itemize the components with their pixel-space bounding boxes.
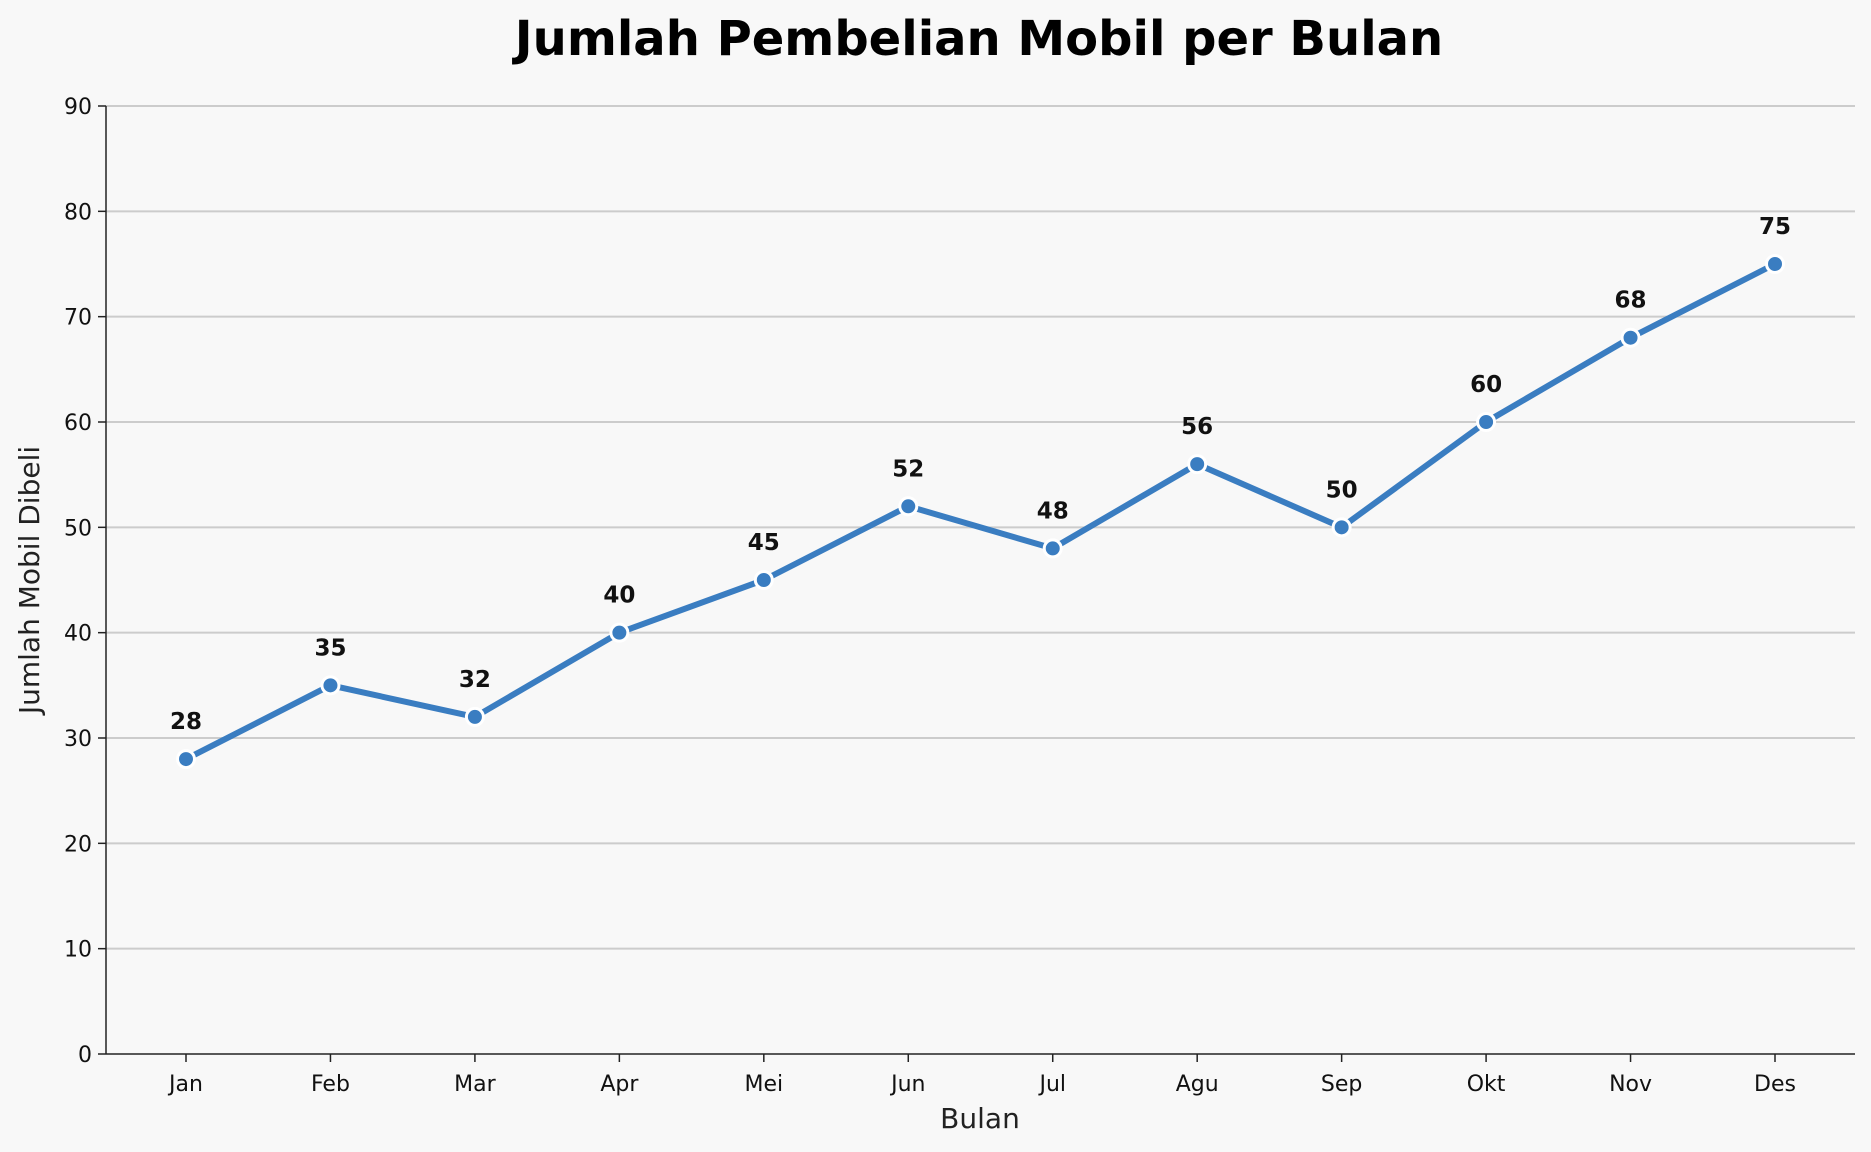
x-tick-label: Des — [1754, 1072, 1796, 1097]
data-point — [898, 496, 919, 517]
y-tick-label: 90 — [64, 95, 92, 120]
y-tick-label: 0 — [78, 1043, 92, 1068]
y-tick-label: 20 — [64, 832, 92, 857]
x-tick-label: Mar — [454, 1072, 496, 1097]
y-tick-label: 10 — [64, 938, 92, 963]
data-label: 48 — [1037, 498, 1069, 524]
data-label: 68 — [1615, 288, 1647, 314]
data-point — [1765, 254, 1785, 274]
x-tick-label: Feb — [311, 1072, 350, 1097]
y-tick-label: 30 — [64, 727, 92, 752]
data-label: 60 — [1470, 372, 1502, 398]
data-labels: 28 35 32 40 45 52 48 56 50 60 68 75 — [170, 214, 1791, 735]
data-point — [320, 675, 341, 696]
x-tick-label: Jan — [167, 1072, 203, 1097]
data-label: 40 — [603, 583, 635, 609]
x-tick-label: Apr — [600, 1072, 639, 1097]
data-point — [753, 570, 774, 590]
data-point — [1620, 327, 1641, 348]
axes — [105, 106, 1855, 1055]
data-label: 45 — [748, 530, 780, 556]
data-label: 50 — [1326, 477, 1358, 503]
data-point — [1476, 412, 1497, 432]
y-tick-label: 50 — [64, 516, 92, 541]
x-tick-label: Jul — [1037, 1072, 1066, 1097]
data-point — [1331, 517, 1352, 538]
data-point — [176, 749, 196, 770]
data-point — [464, 706, 485, 727]
data-label: 32 — [459, 667, 491, 693]
y-tick-label: 60 — [64, 411, 92, 436]
data-label: 75 — [1759, 214, 1791, 240]
y-tick-label: 40 — [64, 622, 92, 647]
data-point — [609, 622, 630, 643]
x-tick-label: Mei — [744, 1072, 783, 1097]
data-point — [1187, 454, 1208, 475]
x-tick-label: Agu — [1176, 1072, 1219, 1097]
chart-title: Jumlah Pembelian Mobil per Bulan — [512, 11, 1443, 67]
series-line — [183, 261, 1778, 763]
x-tick-label: Okt — [1467, 1072, 1506, 1097]
y-axis-label: Jumlah Mobil Dibeli — [13, 446, 46, 716]
data-label: 35 — [314, 635, 346, 661]
y-tick-label: 80 — [64, 200, 92, 225]
data-label: 56 — [1181, 414, 1213, 440]
data-label: 52 — [892, 456, 924, 482]
x-tick-label: Nov — [1609, 1072, 1652, 1097]
data-label: 28 — [170, 709, 202, 735]
y-tick-label: 70 — [64, 306, 92, 331]
x-tick-label: Jun — [889, 1072, 925, 1097]
x-axis-label: Bulan — [940, 1102, 1020, 1135]
y-ticks: 0 10 20 30 40 50 60 70 80 90 — [64, 95, 106, 1068]
x-tick-label: Sep — [1321, 1072, 1362, 1097]
series — [176, 254, 1785, 770]
x-ticks: Jan Feb Mar Apr Mei Jun Jul Agu Sep Okt Nov Des — [167, 1054, 1796, 1097]
data-point — [1042, 538, 1063, 559]
